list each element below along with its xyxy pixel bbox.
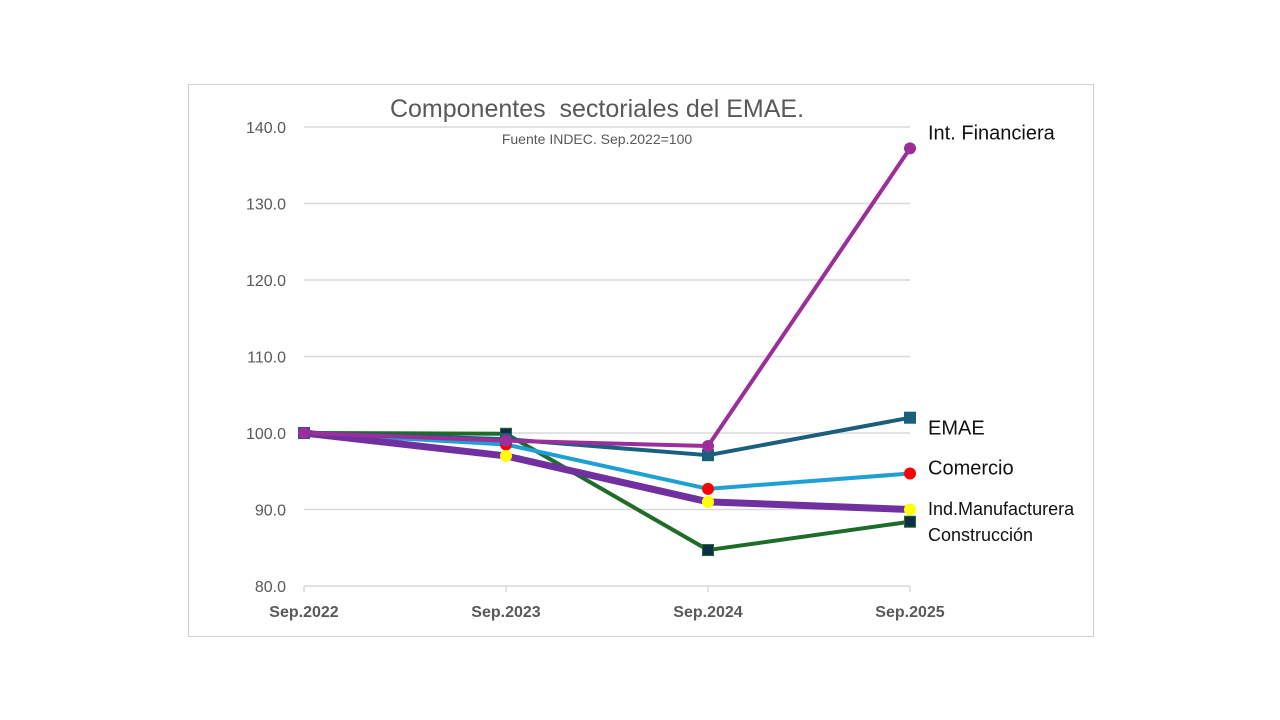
x-tick-label: Sep.2022: [269, 604, 338, 621]
series-label-comercio: Comercio: [928, 458, 1014, 480]
chart-frame: [188, 84, 1094, 637]
series-line-int-financiera: [302, 146, 912, 449]
series-layer: [298, 142, 916, 557]
data-point-construcci-n: [904, 515, 916, 528]
data-point-int-financiera: [500, 434, 512, 447]
data-point-ind-manufacturera: [702, 495, 714, 508]
series-label-ind-manufacturera: Ind.Manufacturera: [928, 499, 1075, 519]
data-point-comercio: [702, 482, 714, 495]
series-label-emae: EMAE: [928, 418, 985, 440]
series-label-int-financiera: Int. Financiera: [928, 122, 1056, 144]
x-tick-label: Sep.2024: [673, 604, 742, 621]
series-line-ind-manufacturera: [300, 429, 914, 513]
series-labels: Construcción Comercio Ind.Manufacturera EMA…: [928, 122, 1075, 545]
data-point-ind-manufacturera: [500, 449, 512, 462]
y-tick-label: 110.0: [247, 350, 286, 367]
series-int-financiera: [298, 142, 916, 453]
series-ind-manufacturera: [298, 427, 916, 516]
series-label-construcci-n: Construcción: [928, 525, 1033, 545]
y-tick-label: 120.0: [246, 273, 286, 290]
grid-layer: [304, 126, 910, 587]
y-tick-label: 80.0: [255, 579, 286, 596]
x-tick-label: Sep.2025: [875, 604, 944, 621]
chart-subtitle: Fuente INDEC. Sep.2022=100: [502, 131, 693, 147]
data-point-int-financiera: [702, 440, 714, 453]
data-point-construcci-n: [702, 544, 714, 557]
series-line-construcci-n: [302, 431, 912, 553]
y-tick-label: 130.0: [246, 197, 286, 214]
y-tick-label: 90.0: [255, 503, 286, 520]
data-point-emae: [904, 411, 916, 424]
x-tick-label: Sep.2023: [471, 604, 540, 621]
chart-title: Componentes sectoriales del EMAE.: [390, 95, 804, 123]
axis-layer: 80.0 90.0 100.0 110.0 120.0 130.0 140.0 Sep.202…: [246, 120, 945, 621]
y-tick-label: 140.0: [246, 120, 286, 137]
data-point-int-financiera: [904, 142, 916, 155]
data-point-ind-manufacturera: [904, 503, 916, 516]
data-point-int-financiera: [298, 427, 310, 439]
data-point-comercio: [904, 467, 916, 480]
y-tick-label: 100.0: [246, 426, 286, 443]
